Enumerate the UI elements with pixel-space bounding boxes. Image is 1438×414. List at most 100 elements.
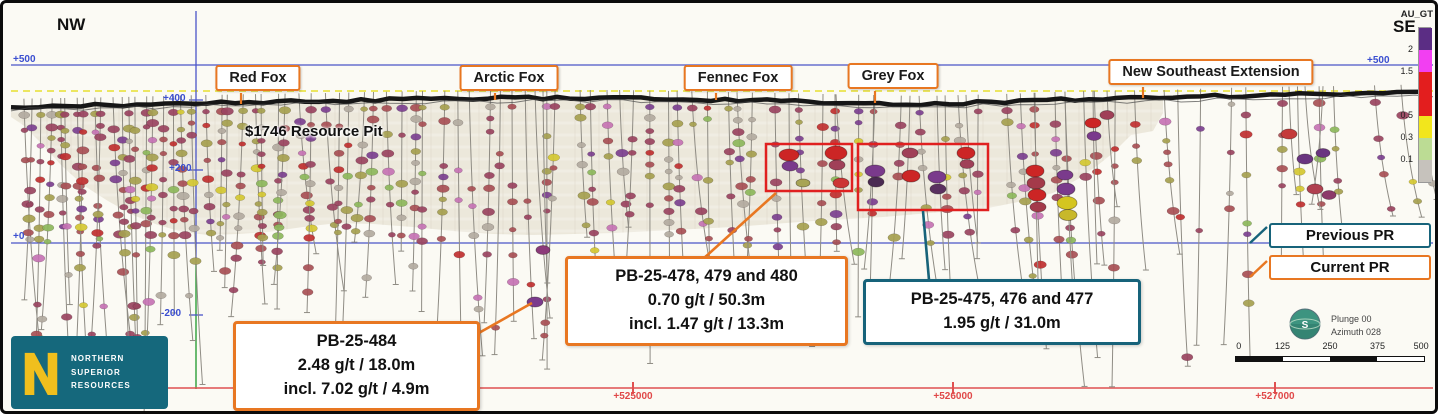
- assay-disc: [439, 104, 450, 111]
- assay-disc: [145, 245, 156, 253]
- assay-disc: [1163, 161, 1173, 168]
- assay-disc: [410, 148, 421, 155]
- assay-disc: [543, 208, 551, 214]
- assay-disc: [816, 123, 829, 131]
- drill-hole-trace: [918, 95, 937, 280]
- assay-disc: [395, 199, 408, 207]
- assay-disc: [1408, 178, 1418, 185]
- assay-disc: [732, 139, 746, 148]
- assay-disc: [625, 192, 636, 200]
- assay-disc: [973, 189, 982, 196]
- assay-disc-highlight: [1056, 182, 1076, 196]
- assay-disc: [202, 122, 211, 129]
- assay-disc: [257, 259, 266, 265]
- elevation-label: +500: [13, 54, 36, 65]
- assay-disc: [454, 197, 463, 203]
- assay-disc: [342, 172, 353, 180]
- au-gt-legend-title: AU_GT: [1400, 9, 1433, 20]
- assay-disc: [1295, 185, 1305, 192]
- assay-disc-highlight: [867, 176, 885, 188]
- drill-hole-trace: [64, 97, 71, 305]
- assay-disc: [109, 175, 123, 184]
- assay-disc: [674, 163, 683, 170]
- assay-disc: [1108, 216, 1121, 225]
- section-canvas: S: [10, 11, 1435, 411]
- drill-hole-trace: [276, 93, 280, 310]
- assay-disc: [256, 208, 268, 216]
- assay-disc: [664, 168, 673, 175]
- assay-disc: [99, 303, 108, 310]
- assay-disc-highlight: [956, 146, 976, 160]
- assay-disc: [1164, 177, 1175, 184]
- assay-disc: [437, 208, 448, 216]
- zone-label-arctic-fox: Arctic Fox: [459, 65, 559, 91]
- assay-disc: [179, 216, 189, 223]
- assay-disc: [25, 236, 35, 243]
- assay-disc: [1001, 118, 1014, 127]
- assay-disc: [276, 189, 287, 197]
- assay-disc: [540, 319, 551, 326]
- assay-disc: [771, 213, 783, 221]
- assay-disc: [354, 171, 367, 180]
- assay-disc: [507, 103, 517, 110]
- assay-disc: [44, 194, 55, 202]
- assay-disc: [178, 231, 192, 240]
- assay-disc: [297, 150, 307, 157]
- assay-disc: [119, 249, 131, 257]
- assay-disc: [46, 147, 56, 154]
- assay-disc: [1278, 183, 1287, 189]
- assay-disc: [116, 268, 130, 276]
- logo-line: RESOURCES: [71, 381, 131, 391]
- assay-disc: [75, 177, 89, 186]
- assay-disc: [36, 158, 45, 165]
- assay-disc: [64, 272, 73, 278]
- assay-disc: [508, 252, 518, 259]
- assay-disc: [361, 274, 372, 282]
- assay-disc: [662, 182, 676, 191]
- assay-disc: [494, 162, 505, 170]
- au-swatch: [1419, 116, 1432, 138]
- legend-marker-previous: [1249, 226, 1268, 244]
- assay-disc: [1162, 138, 1171, 144]
- assay-disc: [305, 160, 316, 168]
- assay-disc: [157, 191, 168, 199]
- assay-disc: [234, 225, 243, 232]
- assay-disc: [627, 135, 638, 143]
- assay-disc: [22, 214, 36, 223]
- assay-disc: [59, 152, 72, 161]
- assay-disc: [832, 239, 842, 246]
- assay-disc: [769, 178, 783, 187]
- assay-disc: [26, 124, 38, 132]
- assay-disc: [56, 195, 69, 203]
- assay-disc: [230, 241, 244, 250]
- assay-disc: [302, 264, 314, 272]
- assay-disc: [1019, 197, 1032, 206]
- assay-disc: [745, 150, 757, 158]
- assay-disc: [1110, 163, 1119, 169]
- assay-disc: [725, 159, 734, 166]
- assay-disc: [128, 313, 140, 321]
- assay-disc: [186, 108, 197, 115]
- assay-disc: [744, 235, 753, 242]
- assay-disc: [45, 181, 55, 188]
- assay-disc-highlight: [1086, 131, 1102, 141]
- assay-disc-highlight: [795, 178, 811, 188]
- assay-disc: [547, 195, 557, 202]
- assay-disc: [360, 106, 368, 112]
- assay-disc: [1018, 184, 1031, 192]
- assay-disc: [254, 201, 263, 207]
- assay-disc: [703, 116, 712, 122]
- assay-disc: [675, 227, 687, 235]
- assay-disc: [157, 125, 170, 133]
- easting-label: +527000: [1255, 391, 1295, 402]
- assay-disc: [222, 201, 231, 208]
- drill-hole-trace: [965, 94, 979, 243]
- assay-disc: [1369, 98, 1382, 107]
- assay-disc: [1333, 188, 1344, 195]
- logo-text: NORTHERN SUPERIOR RESOURCES: [71, 352, 131, 393]
- callout-pb-25-478-480: PB-25-478, 479 and 480 0.70 g/t / 50.3m …: [565, 256, 848, 346]
- assay-disc: [25, 202, 34, 208]
- assay-disc: [616, 167, 630, 176]
- assay-disc: [507, 182, 518, 189]
- assay-disc: [305, 224, 318, 233]
